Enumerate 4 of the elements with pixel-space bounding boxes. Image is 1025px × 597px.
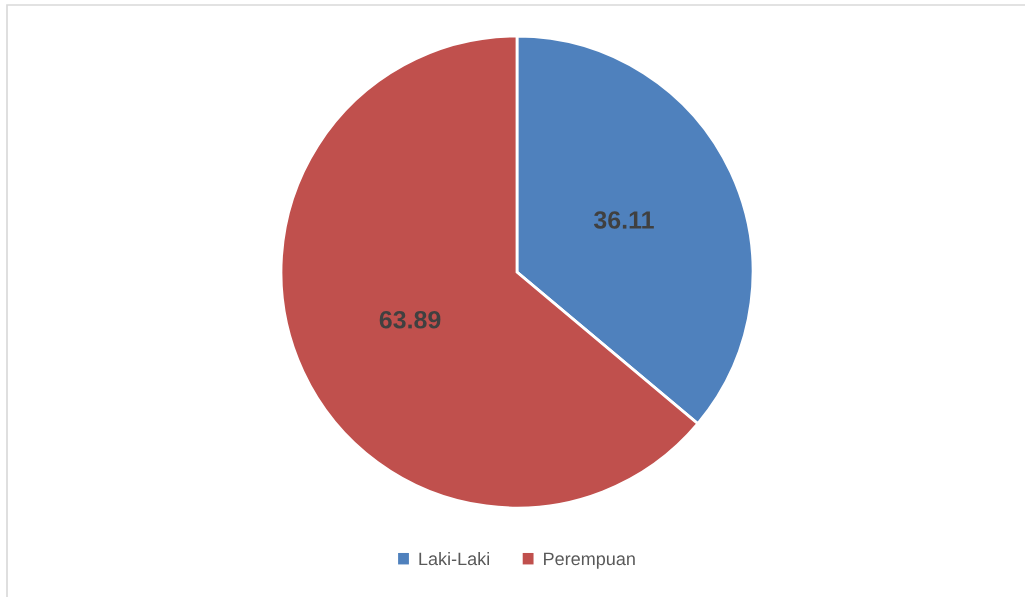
legend-label: Laki-Laki (419, 551, 489, 566)
data-label: 63.89 (379, 310, 441, 329)
legend-label: Perempuan (544, 552, 635, 569)
data-label: 36.11 (593, 211, 654, 229)
